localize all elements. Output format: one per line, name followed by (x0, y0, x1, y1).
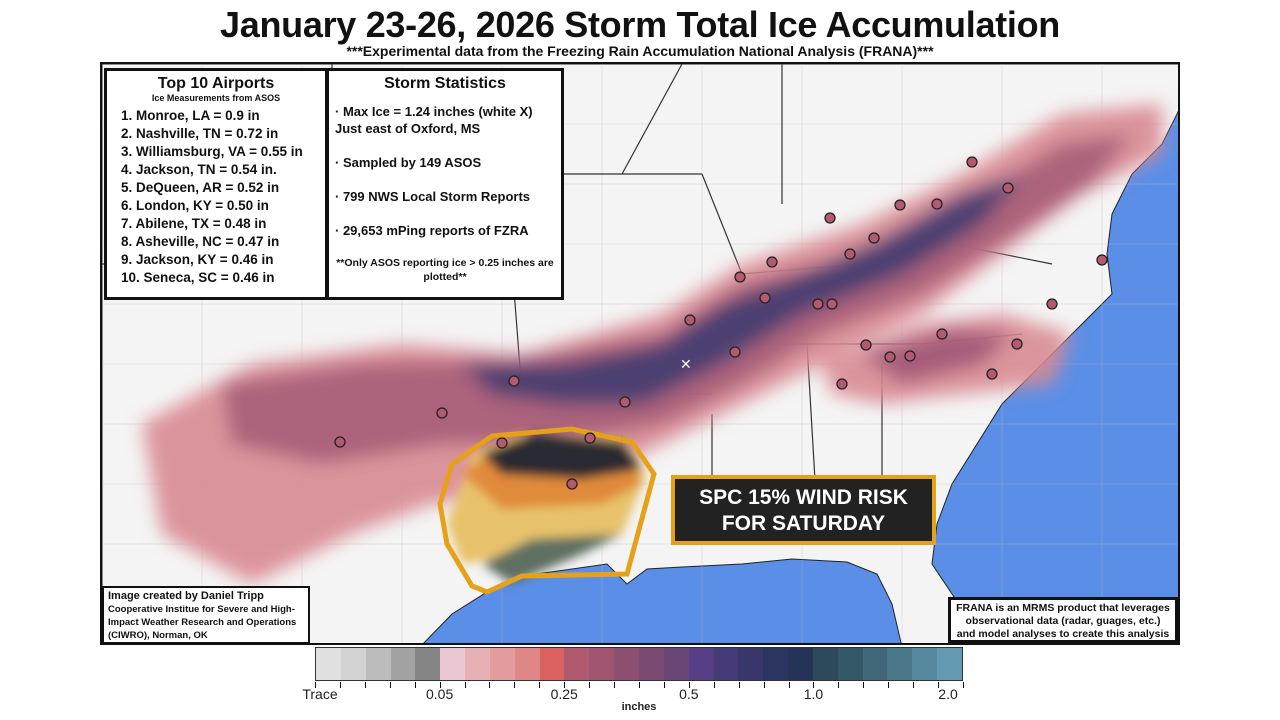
map-title: January 23-26, 2026 Storm Total Ice Accu… (220, 4, 1060, 45)
colorbar-tick (913, 682, 915, 688)
colorbar-segment (589, 648, 615, 680)
colorbar-segment (713, 648, 739, 680)
colorbar-tick (464, 682, 466, 688)
colorbar (315, 647, 963, 681)
colorbar-tick (539, 682, 541, 688)
airport-item: 8. Asheville, NC = 0.47 in (121, 234, 280, 249)
colorbar-tick (763, 682, 765, 688)
map-canvas: ✕ (102, 64, 1178, 643)
colorbar-segment (937, 648, 962, 680)
storm-statistics-panel: Storm Statistics · Max Ice = 1.24 inches… (326, 68, 564, 300)
colorbar-segment (887, 648, 913, 680)
colorbar-tick (315, 682, 316, 688)
stat-item: · 799 NWS Local Storm Reports (335, 189, 531, 204)
colorbar-tick (564, 682, 566, 688)
map-subtitle: ***Experimental data from the Freezing R… (346, 43, 934, 59)
colorbar-tick (963, 682, 964, 688)
credit-institution: Cooperative Institue for Severe and High… (108, 604, 297, 641)
airport-item: 1. Monroe, LA = 0.9 in (121, 108, 260, 123)
airport-item: 10. Seneca, SC = 0.46 in (121, 270, 275, 285)
airport-item: 5. DeQueen, AR = 0.52 in (121, 180, 280, 195)
colorbar-tick (838, 682, 840, 688)
stats-heading: Storm Statistics (384, 75, 506, 92)
credit-author: Image created by Daniel Tripp (108, 590, 264, 602)
colorbar-segment (465, 648, 490, 680)
colorbar-segment (539, 648, 565, 680)
colorbar-segment (564, 648, 590, 680)
colorbar-segment (663, 648, 689, 680)
colorbar-segment (365, 648, 391, 680)
colorbar-segment (763, 648, 789, 680)
colorbar-segment (812, 648, 838, 680)
top-airports-panel: Top 10 Airports Ice Measurements from AS… (104, 68, 328, 300)
colorbar-tick (813, 682, 815, 688)
airports-subheading: Ice Measurements from ASOS (151, 93, 281, 103)
colorbar-tick-label: Trace (302, 686, 338, 702)
colorbar-segment (688, 648, 714, 680)
spc-label-line1: SPC 15% WIND RISK (699, 486, 908, 509)
colorbar-tick (788, 682, 790, 688)
stats-note: **Only ASOS reporting ice > 0.25 inches … (336, 257, 554, 283)
colorbar-tick (888, 682, 890, 688)
colorbar-tick (439, 682, 441, 688)
wind-risk-outline[interactable] (437, 426, 657, 595)
airports-heading: Top 10 Airports (157, 75, 275, 92)
colorbar-segment (788, 648, 813, 680)
colorbar-tick-label: 0.25 (550, 686, 578, 702)
credit-box: Image created by Daniel Tripp Cooperativ… (102, 586, 310, 644)
colorbar-tick (639, 682, 640, 688)
colorbar-tick (364, 682, 366, 688)
airport-item: 4. Jackson, TN = 0.54 in. (121, 162, 277, 177)
stat-item: · Sampled by 149 ASOS (335, 155, 482, 170)
colorbar-segment (738, 648, 764, 680)
frana-note-box: FRANA is an MRMS product that leverages … (948, 597, 1178, 643)
colorbar-segment (862, 648, 888, 680)
colorbar-tick-label: 0.5 (679, 686, 699, 702)
ice-accumulation-map: ✕ (100, 62, 1180, 645)
colorbar-segment (837, 648, 863, 680)
colorbar-segment (912, 648, 938, 680)
airport-item: 2. Nashville, TN = 0.72 in (121, 126, 279, 141)
airport-item: 9. Jackson, KY = 0.46 in (121, 252, 274, 267)
max-ice-x-marker: ✕ (680, 357, 692, 373)
colorbar-tick (339, 682, 341, 688)
colorbar-tick-label: 2.0 (938, 686, 958, 702)
airport-item: 3. Williamsburg, VA = 0.55 in (121, 144, 303, 159)
colorbar-tick (738, 682, 740, 688)
stat-item: · 29,653 mPing reports of FZRA (335, 223, 529, 238)
colorbar-segment (638, 648, 664, 680)
colorbar-tick (489, 682, 491, 688)
colorbar-tick-label: 1.0 (803, 686, 824, 702)
colorbar-tick (614, 682, 616, 688)
colorbar-tick (514, 682, 516, 688)
colorbar-tick (863, 682, 865, 688)
colorbar-tick-label: 0.05 (425, 686, 454, 702)
colorbar-segment (514, 648, 540, 680)
colorbar-tick (389, 682, 391, 688)
colorbar-unit: inches (621, 701, 657, 713)
colorbar-segment (415, 648, 441, 680)
colorbar-segment (489, 648, 515, 680)
colorbar-tick (688, 682, 690, 688)
colorbar-segment (614, 648, 639, 680)
airport-item: 6. London, KY = 0.50 in (121, 198, 269, 213)
airport-item: 7. Abilene, TX = 0.48 in (121, 216, 267, 231)
colorbar-segment (390, 648, 416, 680)
spc-label-line2: FOR SATURDAY (721, 512, 886, 535)
spc-wind-risk-label: SPC 15% WIND RISK FOR SATURDAY (671, 475, 936, 545)
colorbar-tick (589, 682, 591, 688)
colorbar-segment (340, 648, 366, 680)
asos-station-markers (334, 156, 1108, 490)
risk-area-fill (447, 434, 647, 584)
colorbar-tick (938, 682, 940, 688)
colorbar-tick (414, 682, 416, 688)
colorbar-tick (713, 682, 715, 688)
colorbar-segment (440, 648, 466, 680)
colorbar-segment (316, 648, 341, 680)
colorbar-tick (663, 682, 665, 688)
stat-item: · Max Ice = 1.24 inches (white X) Just e… (335, 104, 533, 136)
